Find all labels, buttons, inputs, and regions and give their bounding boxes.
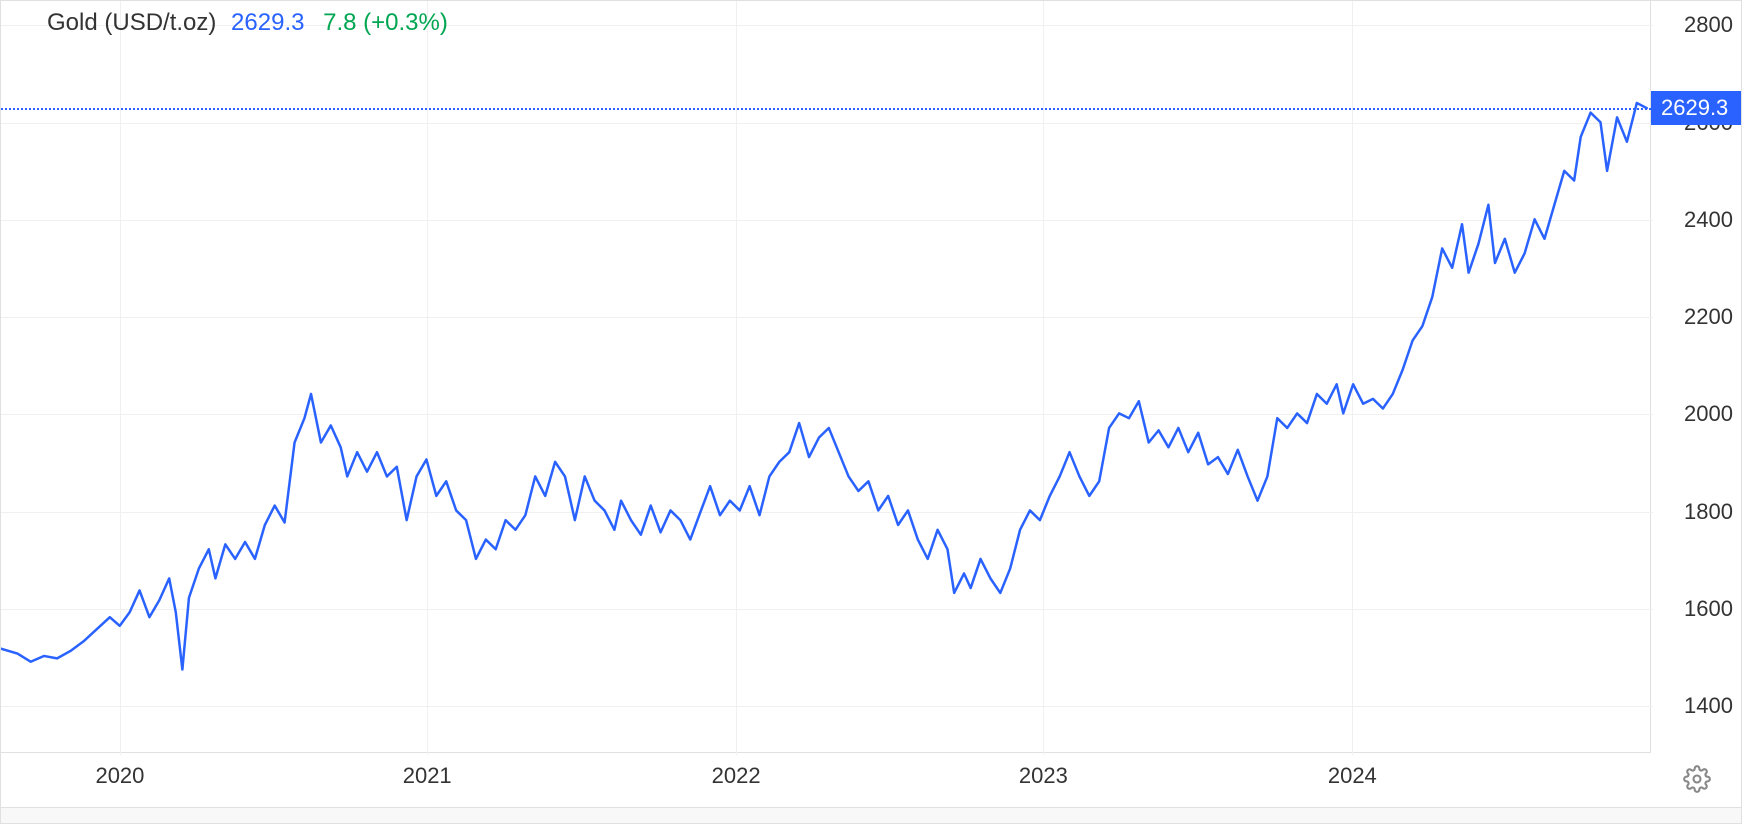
y-tick-label: 2200	[1684, 304, 1733, 330]
x-tick-label: 2024	[1328, 763, 1377, 789]
x-tick-label: 2023	[1019, 763, 1068, 789]
instrument-title: Gold (USD/t.oz)	[47, 9, 216, 36]
price-series-line	[1, 103, 1647, 670]
price-line-svg	[1, 1, 1650, 753]
y-tick-label: 2800	[1684, 12, 1733, 38]
settings-icon[interactable]	[1683, 765, 1711, 793]
y-tick-label: 1600	[1684, 596, 1733, 622]
y-tick-label: 1400	[1684, 693, 1733, 719]
x-tick-label: 2020	[95, 763, 144, 789]
chart-container: Gold (USD/t.oz) 2629.3 7.8 (+0.3%) 2629.…	[0, 0, 1742, 824]
chart-header: Gold (USD/t.oz) 2629.3 7.8 (+0.3%)	[47, 9, 448, 37]
plot-area[interactable]	[1, 1, 1651, 753]
current-price-badge: 2629.3	[1651, 91, 1741, 125]
current-price-line	[1, 108, 1651, 110]
x-tick-label: 2021	[403, 763, 452, 789]
y-tick-label: 2000	[1684, 401, 1733, 427]
y-tick-label: 1800	[1684, 499, 1733, 525]
x-tick-label: 2022	[712, 763, 761, 789]
y-tick-label: 2400	[1684, 207, 1733, 233]
current-price: 2629.3	[231, 9, 304, 36]
bottom-bar	[1, 807, 1741, 823]
price-change: 7.8 (+0.3%)	[323, 9, 448, 36]
